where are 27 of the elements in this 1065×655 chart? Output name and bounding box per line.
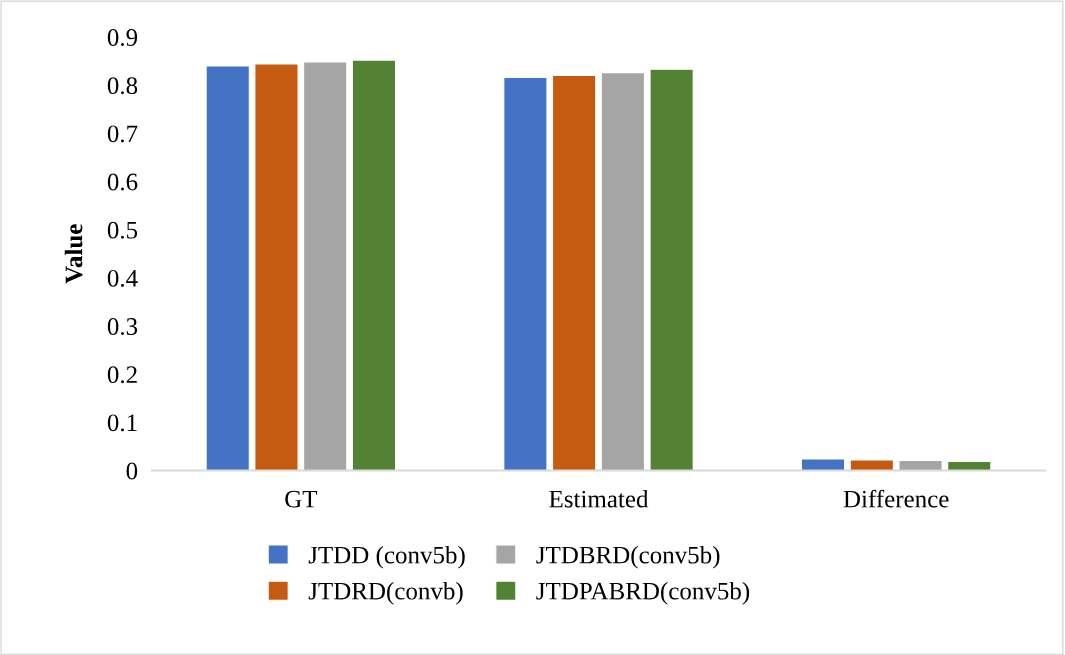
y-tick-label: 0.5 [107,221,138,239]
y-tick-label: 0.3 [107,318,138,336]
bar [649,68,694,471]
y-axis-title: Value [64,224,83,284]
legend-label: JTDBRD(conv5b) [536,545,720,569]
y-tick-label: 0.7 [107,125,138,143]
y-tick-label: 0.8 [107,77,138,95]
bar [551,74,597,471]
x-tick-label: Difference [843,489,949,508]
legend-label: JTDD (conv5b) [308,545,465,569]
y-tick-label: 0.1 [107,414,137,432]
legend-label: JTDRD(convb) [308,582,463,605]
bar [351,59,397,471]
y-tick-label: 0.6 [107,173,138,191]
y-tick-label: 0 [126,462,138,480]
y-tick-label: 0.2 [107,366,137,384]
bar [205,65,250,471]
x-tick-label: GT [285,490,318,508]
bar [600,72,646,471]
y-tick-label: 0.9 [107,29,138,47]
bar [503,76,548,471]
x-tick-label: Estimated [549,489,649,508]
y-tick-label: 0.4 [107,269,138,287]
bar [303,61,348,471]
bar [800,458,846,471]
bar [254,63,299,471]
legend-label: JTDPABRD(conv5b) [536,582,750,605]
